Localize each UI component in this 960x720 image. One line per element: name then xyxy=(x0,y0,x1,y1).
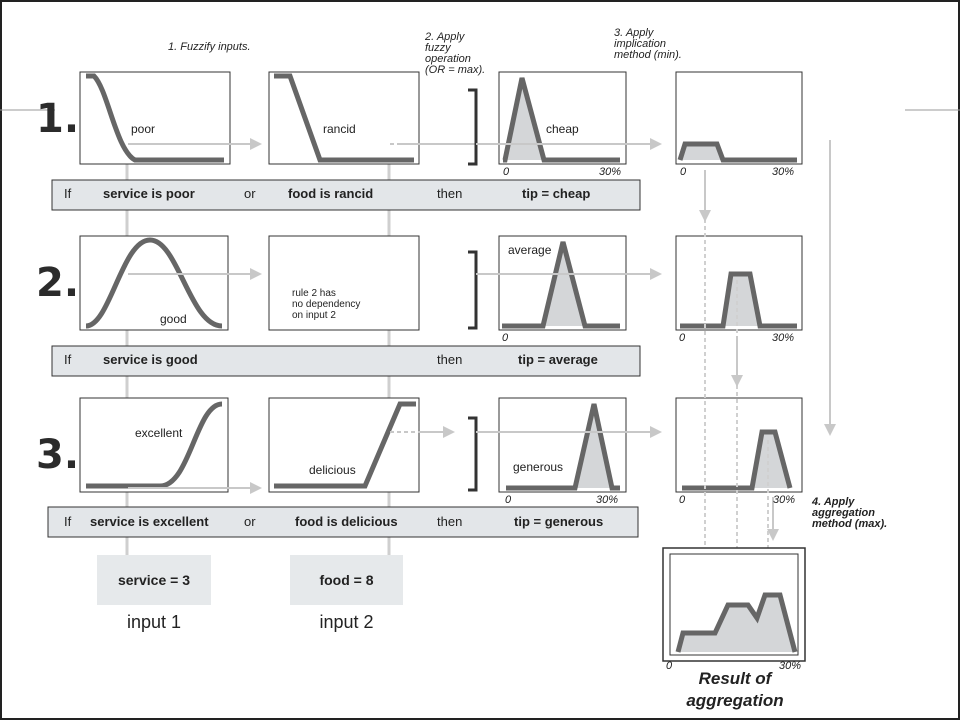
axis-min-r3-out: 0 xyxy=(505,494,512,506)
row3-generous-fill xyxy=(575,404,612,488)
service-input-box xyxy=(97,555,211,605)
down-arrow-1 xyxy=(699,210,711,222)
row3-bracket xyxy=(468,416,478,492)
axis-min-agg: 0 xyxy=(666,660,673,672)
row2-average-fill xyxy=(543,242,585,326)
axis-min-r2-out: 0 xyxy=(502,332,509,344)
rule3-or: or xyxy=(244,514,256,529)
row1-bracket xyxy=(468,88,478,166)
row1-rancid-curve xyxy=(274,73,414,163)
row1-implication-fill xyxy=(681,144,723,160)
row-number-2: 2. xyxy=(36,260,80,306)
rule3-then: then xyxy=(437,514,463,529)
row2-implication-curve xyxy=(680,271,797,329)
rule2-if: If xyxy=(64,352,72,367)
axis-max-r2-imp: 30% xyxy=(772,332,795,344)
row2-average-curve xyxy=(502,241,620,329)
row2-bracket xyxy=(468,250,478,330)
step3-caption: 3. Apply implication method (min). xyxy=(614,27,682,61)
row1-poor-curve xyxy=(86,73,224,163)
axis-min-r3-imp: 0 xyxy=(679,494,686,506)
row1-arrowhead-a xyxy=(250,138,262,150)
rule3-antecedent1: service is excellent xyxy=(90,514,209,529)
rule2-consequent: tip = average xyxy=(518,352,598,367)
label-generous: generous xyxy=(513,460,564,474)
rule1-then: then xyxy=(437,186,463,201)
row2-rule-bar xyxy=(51,345,641,377)
rule1-if: If xyxy=(64,186,72,201)
axis-max-r1-out: 30% xyxy=(599,166,622,178)
row1-input2-box xyxy=(268,71,420,165)
axis-min-r2-imp: 0 xyxy=(679,332,686,344)
row3-input1-box xyxy=(79,397,229,493)
row1-arrowhead-b xyxy=(650,138,662,150)
rule2-antecedent1: service is good xyxy=(103,352,198,367)
step2-caption: 2. Apply fuzzy operation (OR = max). xyxy=(425,31,486,76)
input2-label: input 2 xyxy=(319,612,374,632)
row1-input1-box xyxy=(79,71,231,165)
label-good: good xyxy=(160,312,187,326)
axis-max-r3-out: 30% xyxy=(596,494,619,506)
row3-implication-curve xyxy=(682,429,793,491)
long-down-arrow xyxy=(824,424,836,436)
aggregation-fill xyxy=(678,595,795,652)
label-delicious: delicious xyxy=(309,463,356,477)
row2-good-curve xyxy=(85,237,223,329)
down-arrow-2 xyxy=(731,375,743,387)
rule1-antecedent1: service is poor xyxy=(103,186,195,201)
rule2-then: then xyxy=(437,352,463,367)
row1-cheap-curve xyxy=(502,77,620,163)
row1-cheap-fill xyxy=(505,78,544,160)
label-rancid: rancid xyxy=(323,122,356,136)
rule1-or: or xyxy=(244,186,256,201)
row3-generous-curve xyxy=(506,403,620,491)
down-arrow-3 xyxy=(767,529,779,541)
label-cheap: cheap xyxy=(546,122,579,136)
row3-delicious-curve xyxy=(274,401,416,489)
axis-min-r1-imp: 0 xyxy=(680,166,687,178)
row1-implication-curve xyxy=(677,141,797,163)
row3-rule-bar xyxy=(47,506,639,538)
step1-caption: 1. Fuzzify inputs. xyxy=(168,41,251,53)
step4-caption: 4. Apply aggregation method (max). xyxy=(812,496,888,530)
rule3-if: If xyxy=(64,514,72,529)
label-poor: poor xyxy=(131,122,156,136)
axis-max-r3-imp: 30% xyxy=(773,494,796,506)
row3-arrowhead-a xyxy=(443,426,455,438)
food-value: food = 8 xyxy=(319,572,374,588)
rule3-consequent: tip = generous xyxy=(514,514,604,529)
rule3-antecedent2: food is delicious xyxy=(295,514,398,529)
row1-rule-bar xyxy=(51,179,641,211)
input1-label: input 1 xyxy=(126,612,182,632)
aggregation-curve xyxy=(675,592,798,653)
result-caption: Result of aggregation xyxy=(686,669,784,710)
axis-min-r1-out: 0 xyxy=(503,166,510,178)
label-excellent: excellent xyxy=(135,426,183,440)
service-value: service = 3 xyxy=(117,572,190,588)
label-no-dependency: rule 2 has no dependency on input 2 xyxy=(292,288,361,321)
axis-max-agg: 30% xyxy=(779,660,802,672)
row-number-1: 1. xyxy=(36,96,80,142)
row3-excellent-curve xyxy=(86,401,223,489)
axis-max-r1-imp: 30% xyxy=(772,166,795,178)
rule1-consequent: tip = cheap xyxy=(522,186,591,201)
label-average: average xyxy=(508,243,552,257)
rule1-antecedent2: food is rancid xyxy=(288,186,374,201)
row2-input2-box xyxy=(268,235,420,331)
food-input-box xyxy=(290,555,403,605)
row-number-3: 3. xyxy=(36,432,80,478)
